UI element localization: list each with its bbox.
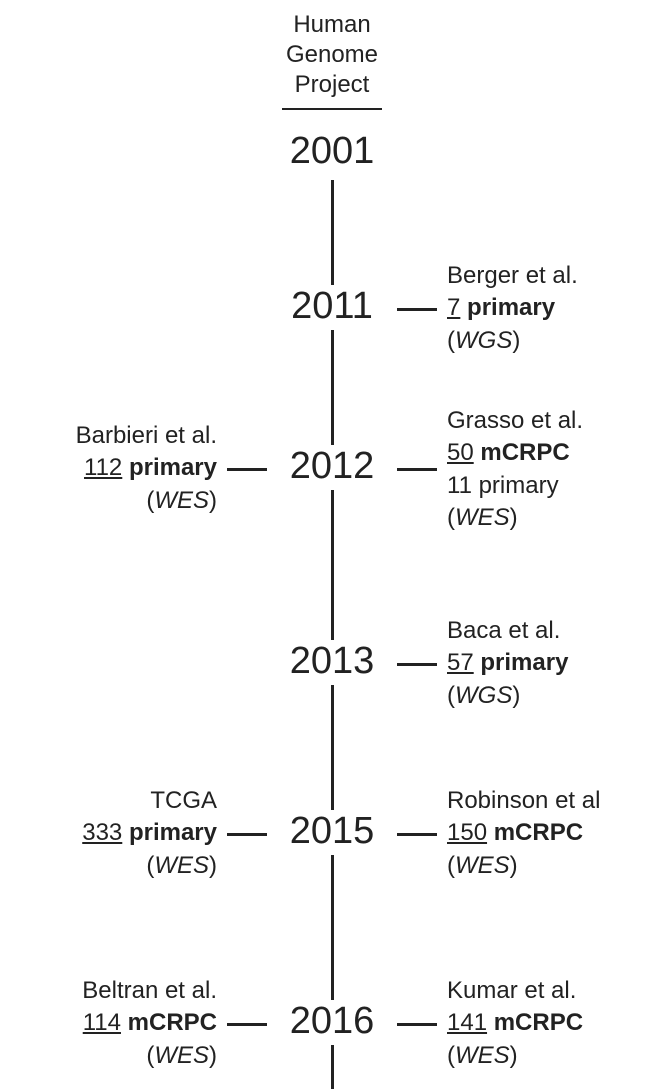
tick: [227, 468, 267, 471]
year-label: 2013: [277, 640, 387, 683]
tick: [397, 833, 437, 836]
timeline-segment: [331, 180, 334, 285]
entry-author: TCGA: [0, 785, 217, 817]
tick: [397, 663, 437, 666]
entry-kumar-2016: Kumar et al.141 mCRPC(WES): [447, 975, 664, 1072]
entry-barbieri-2012: Barbieri et al.112 primary(WES): [0, 420, 217, 517]
entry-method: (WES): [447, 1040, 664, 1072]
entry-method: (WES): [0, 485, 217, 517]
tick: [227, 833, 267, 836]
entry-author: Kumar et al.: [447, 975, 664, 1007]
tick: [397, 308, 437, 311]
entry-sample-line: 333 primary: [0, 817, 217, 849]
year-label: 2012: [277, 445, 387, 488]
entry-author: Berger et al.: [447, 260, 664, 292]
entry-tcga-2015: TCGA333 primary(WES): [0, 785, 217, 882]
start-year: 2001: [272, 130, 392, 173]
entry-method: (WGS): [447, 325, 664, 357]
entry-author: Grasso et al.: [447, 405, 664, 437]
entry-grasso-2012: Grasso et al.50 mCRPC11 primary(WES): [447, 405, 664, 535]
entry-author: Robinson et al: [447, 785, 664, 817]
entry-sample-line: 7 primary: [447, 292, 664, 324]
timeline-segment: [331, 490, 334, 640]
entry-sample-line: 114 mCRPC: [0, 1007, 217, 1039]
timeline-segment: [331, 1045, 334, 1089]
entry-sample-line: 112 primary: [0, 452, 217, 484]
timeline-canvas: HumanGenomeProject 2001 2011 2012 2013 2015 20…: [0, 0, 664, 1089]
timeline-segment: [331, 855, 334, 1000]
entry-sample-line: 50 mCRPC: [447, 437, 664, 469]
tick: [397, 1023, 437, 1026]
year-label: 2015: [277, 810, 387, 853]
entry-sample-line: 141 mCRPC: [447, 1007, 664, 1039]
entry-sample-line: 57 primary: [447, 647, 664, 679]
entry-berger-2011: Berger et al.7 primary(WGS): [447, 260, 664, 357]
entry-method: (WES): [0, 850, 217, 882]
entry-robinson-2015: Robinson et al150 mCRPC(WES): [447, 785, 664, 882]
tick: [227, 1023, 267, 1026]
entry-author: Baca et al.: [447, 615, 664, 647]
entry-method: (WES): [447, 850, 664, 882]
timeline-header: HumanGenomeProject: [242, 10, 422, 100]
tick: [397, 468, 437, 471]
timeline-segment: [331, 685, 334, 810]
entry-method: (WGS): [447, 680, 664, 712]
entry-method: (WES): [0, 1040, 217, 1072]
entry-baca-2013: Baca et al.57 primary(WGS): [447, 615, 664, 712]
entry-author: Beltran et al.: [0, 975, 217, 1007]
year-label: 2011: [277, 285, 387, 328]
entry-sample-line: 150 mCRPC: [447, 817, 664, 849]
timeline-segment: [331, 330, 334, 445]
entry-extra: 11 primary: [447, 470, 664, 502]
entry-beltran-2016: Beltran et al.114 mCRPC(WES): [0, 975, 217, 1072]
entry-method: (WES): [447, 502, 664, 534]
year-label: 2016: [277, 1000, 387, 1043]
entry-author: Barbieri et al.: [0, 420, 217, 452]
header-underline: [282, 108, 382, 110]
